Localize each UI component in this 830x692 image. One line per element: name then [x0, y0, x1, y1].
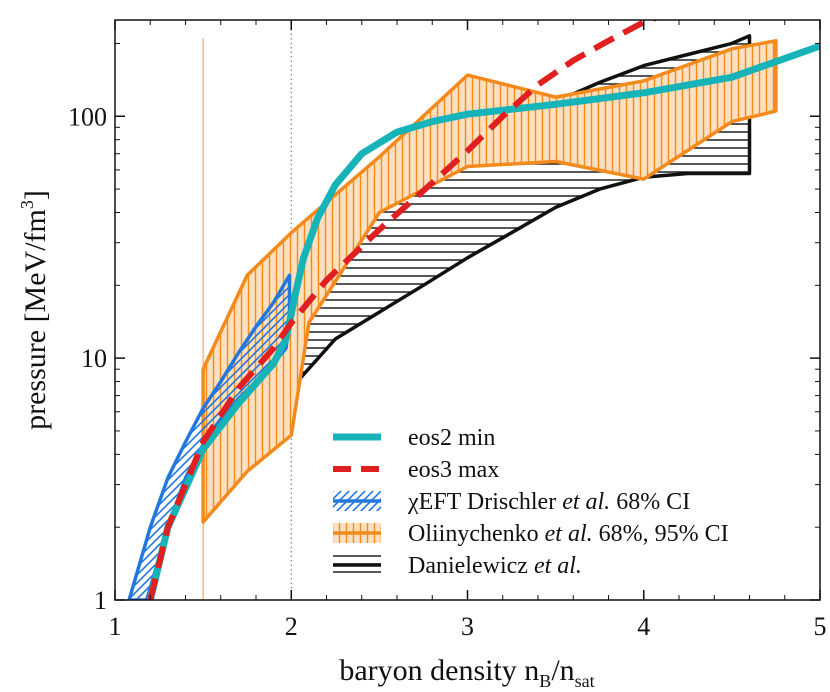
legend-label: eos2 min — [408, 425, 495, 451]
legend: eos2 min eos3 max χEFT Drischler et al. 68… — [333, 425, 729, 579]
series-line-eos3-max — [147, 20, 659, 600]
x-tick-label: 2 — [285, 612, 298, 641]
y-tick-label: 10 — [81, 344, 107, 373]
legend-label: Oliinychenko et al. 68%, 95% CI — [408, 521, 729, 547]
line-layer — [146, 20, 820, 600]
y-axis-title: pressure [MeV/fm3] — [17, 190, 52, 430]
legend-label: eos3 max — [408, 457, 499, 483]
x-axis-title: baryon density nB/nsat — [339, 654, 594, 691]
series-line-eos2-min — [146, 42, 820, 600]
x-tick-label: 3 — [461, 612, 474, 641]
x-tick-label: 1 — [109, 612, 122, 641]
x-tick-label: 4 — [637, 612, 650, 641]
x-tick-label: 5 — [814, 612, 827, 641]
band-oliinychenko — [201, 39, 778, 524]
legend-label: Danielewicz et al. — [408, 553, 582, 579]
plot-frame — [114, 19, 821, 601]
y-tick-label: 1 — [94, 586, 107, 615]
y-tick-label: 100 — [68, 102, 107, 131]
legend-label: χEFT Drischler et al. 68% CI — [407, 489, 690, 515]
